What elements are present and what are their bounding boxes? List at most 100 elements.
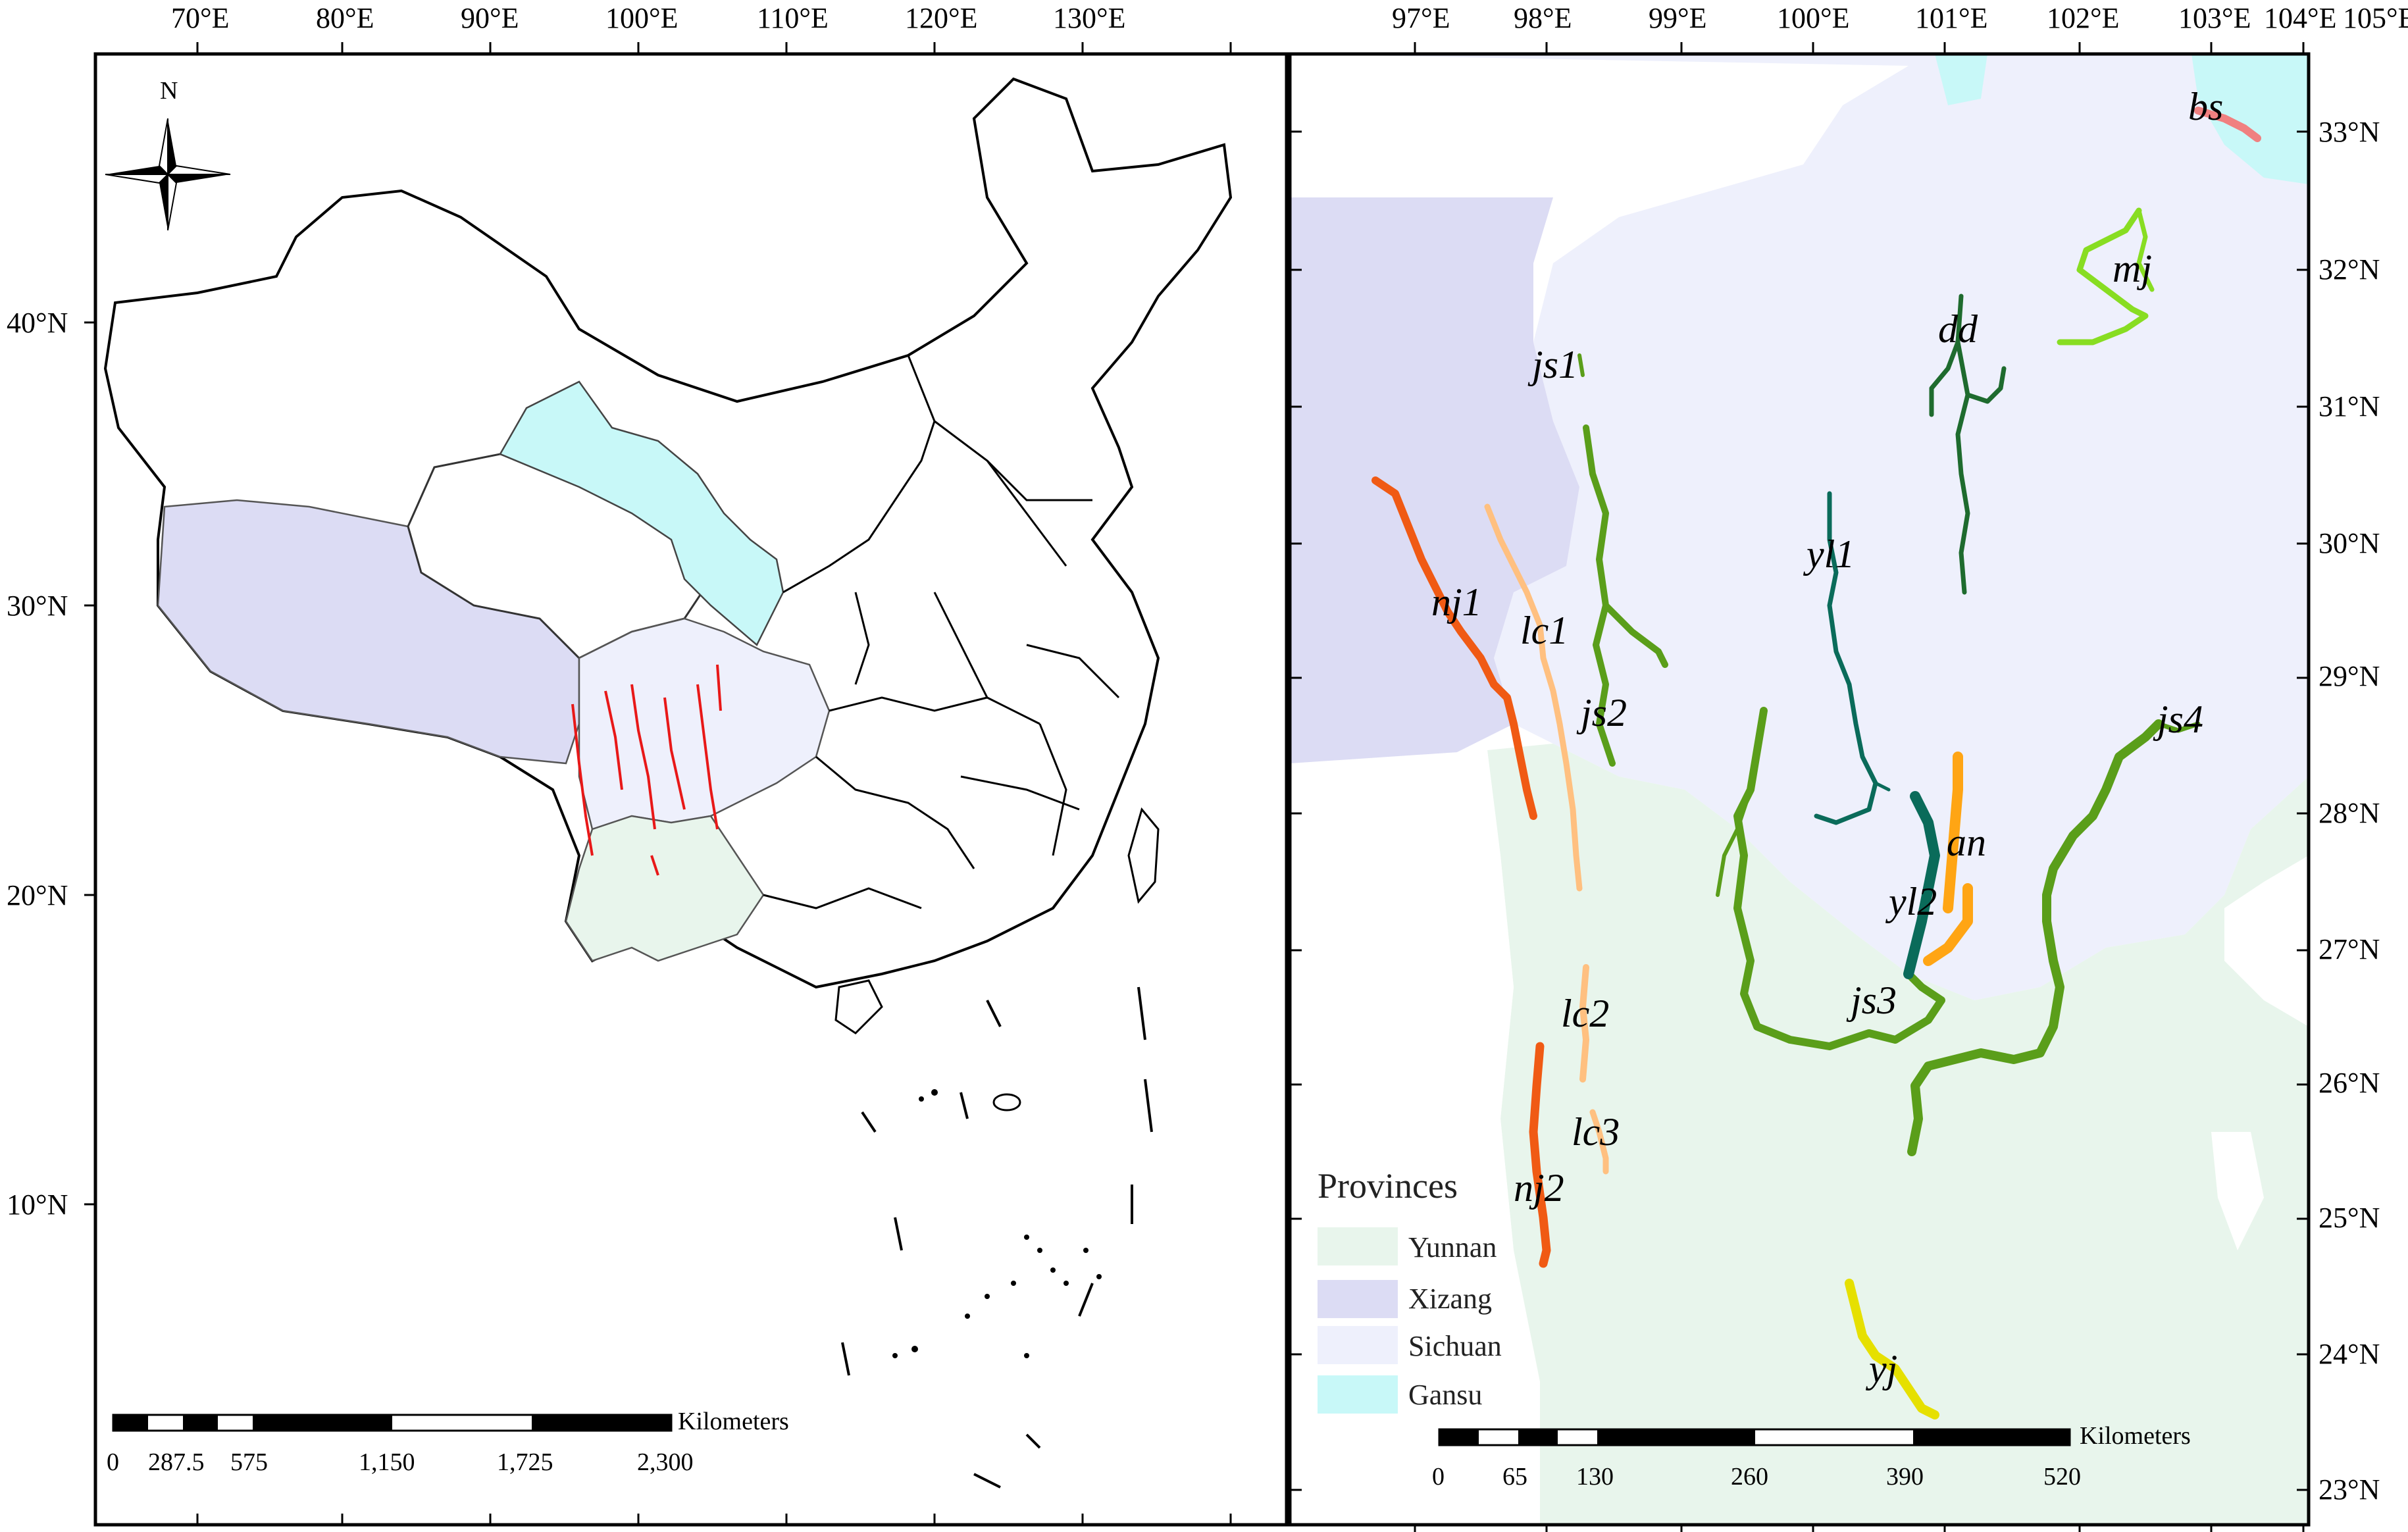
right-lat-label: 25°N: [2318, 1202, 2380, 1234]
river-label-lc1: lc1: [1520, 609, 1568, 652]
right-lat-label: 29°N: [2318, 660, 2380, 692]
left-lat-label: 40°N: [7, 307, 68, 339]
river-mj-branch: [2136, 208, 2155, 292]
gansu-region: [499, 380, 784, 646]
legend: Provinces Yunnan Xizang Sichuan Gansu: [1318, 1166, 1502, 1414]
left-scale-tick: 2,300: [637, 1448, 694, 1476]
right-scale-tick: 390: [1886, 1463, 1924, 1491]
river-dd: [1929, 294, 2007, 595]
right-lat-label: 23°N: [2318, 1473, 2380, 1506]
right-lon-label: 105°E: [2343, 2, 2408, 34]
outside-area: [2211, 1132, 2264, 1250]
river-label-lc2: lc2: [1561, 992, 1609, 1035]
left-lon-label: 110°E: [757, 2, 829, 34]
river-js1: [1577, 353, 1585, 377]
province-boundaries: [763, 355, 1120, 909]
right-lat-label: 33°N: [2318, 116, 2380, 148]
left-scale-tick: 1,725: [497, 1448, 553, 1476]
rivers: [1371, 107, 2261, 1419]
river-yl1-branch: [1874, 781, 1891, 792]
yunnan-region: [565, 815, 765, 962]
right-lon-label: 97°E: [1392, 2, 1450, 34]
right-scale-tick: 0: [1432, 1463, 1445, 1491]
left-lon-label: 100°E: [605, 2, 678, 34]
left-scale-tick: 1,150: [359, 1448, 415, 1476]
river-yl2: [1903, 791, 1940, 979]
right-lat-label: 27°N: [2318, 933, 2380, 965]
gansu-region: [1935, 54, 1987, 105]
xizang-region: [1290, 197, 1579, 777]
left-lat-label: 30°N: [7, 590, 68, 622]
river-lc3: [1589, 1109, 1609, 1175]
left-scale-tick: 0: [107, 1448, 119, 1476]
right-lon-label: 102°E: [2047, 2, 2119, 34]
left-scale-tick: 575: [230, 1448, 268, 1476]
legend-title: Provinces: [1318, 1166, 1458, 1206]
river-label-js3: js3: [1846, 979, 1897, 1022]
legend-swatch-sichuan: [1318, 1326, 1398, 1364]
right-scale-tick: 260: [1731, 1463, 1768, 1491]
right-lon-label: 100°E: [1777, 2, 1849, 34]
river-label-dd: dd: [1938, 307, 1978, 351]
left-lon-label: 120°E: [905, 2, 977, 34]
left-map-rivers: [571, 664, 722, 876]
river-js3-branch: [1716, 788, 1753, 897]
right-lat-label: 26°N: [2318, 1067, 2380, 1099]
river-label-js4: js4: [2153, 698, 2203, 741]
river-label-js1: js1: [1527, 343, 1578, 386]
river-label-js2: js2: [1576, 691, 1627, 734]
legend-swatch-yunnan: [1318, 1227, 1398, 1265]
river-label-yl1: yl1: [1803, 532, 1855, 576]
right-scale-tick: 65: [1502, 1463, 1527, 1491]
river-an: [1923, 752, 1973, 966]
river-js4-head: [2156, 721, 2201, 733]
river-label-mj: mj: [2113, 247, 2152, 290]
left-lon-label: 80°E: [316, 2, 374, 34]
right-map: bs mj dd js1 nj1 lc1 yl1 js2 js4 an yl2 …: [1288, 2, 2408, 1532]
gansu-region: [2191, 54, 2309, 184]
south-china-sea-lines: [841, 986, 1153, 1489]
legend-label-yunnan: Yunnan: [1408, 1231, 1497, 1264]
left-lat-tick-marks: [84, 321, 95, 1206]
compass-rose-icon: [105, 118, 231, 231]
left-lon-label: 130°E: [1053, 2, 1125, 34]
right-lat-tick-marks: [1290, 130, 2309, 1491]
right-scale-unit: Kilometers: [2080, 1422, 2191, 1450]
right-lon-tick-marks: [1414, 42, 2305, 1532]
right-lat-label: 28°N: [2318, 797, 2380, 829]
taiwan-island: [1127, 807, 1160, 904]
north-label: N: [160, 77, 178, 105]
sichuan-region: [1290, 54, 2309, 1000]
legend-swatch-xizang: [1318, 1280, 1398, 1318]
river-js3: [1733, 707, 1945, 1050]
river-label-yl2: yl2: [1885, 880, 1937, 923]
right-lat-label: 32°N: [2318, 253, 2380, 286]
right-lat-label: 24°N: [2318, 1338, 2380, 1370]
legend-swatch-gansu: [1318, 1375, 1398, 1414]
river-nj2: [1529, 1042, 1551, 1268]
left-lat-label: 10°N: [7, 1188, 68, 1221]
right-lon-label: 101°E: [1915, 2, 1987, 34]
right-lon-label: 103°E: [2178, 2, 2251, 34]
outside-area: [2224, 855, 2309, 1027]
legend-label-gansu: Gansu: [1408, 1379, 1482, 1411]
right-lat-label: 31°N: [2318, 390, 2380, 422]
river-nj1: [1371, 476, 1537, 820]
legend-label-sichuan: Sichuan: [1408, 1330, 1502, 1362]
river-lc2: [1579, 964, 1589, 1083]
left-map: 70°E 80°E 90°E 100°E 110°E 120°E 130°E 4…: [7, 2, 1289, 1527]
right-scale-tick: 130: [1576, 1463, 1614, 1491]
right-scale-tick: 520: [2043, 1463, 2081, 1491]
left-lon-label: 70°E: [171, 2, 229, 34]
right-lon-label: 99°E: [1649, 2, 1706, 34]
south-china-sea-islands: [892, 1089, 1102, 1358]
river-label-lc3: lc3: [1572, 1110, 1620, 1154]
yunnan-region: [1487, 744, 2309, 1525]
river-js2: [1583, 424, 1668, 767]
river-label-nj2: nj2: [1514, 1166, 1564, 1210]
sichuan-region: [578, 617, 831, 830]
right-lon-label: 104°E: [2264, 2, 2336, 34]
right-lat-label: 30°N: [2318, 527, 2380, 559]
river-bs: [2194, 107, 2261, 142]
river-label-an: an: [1947, 821, 1986, 864]
